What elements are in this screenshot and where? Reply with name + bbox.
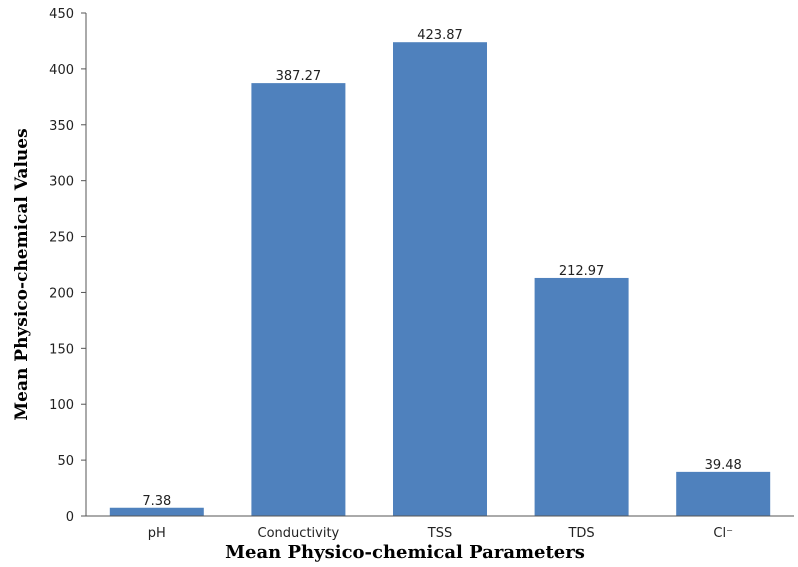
y-tick-label: 400: [49, 63, 74, 78]
data-labels: 7.38 387.27 423.87 212.97 39.48: [142, 28, 741, 509]
data-label: 212.97: [559, 264, 605, 279]
bar-conductivity: [251, 83, 346, 517]
data-label: 39.48: [705, 458, 742, 473]
y-tick-label: 450: [49, 7, 74, 22]
x-tick-label: pH: [148, 526, 166, 541]
bar-cl: [676, 471, 771, 516]
x-tick-label: Conductivity: [258, 526, 340, 541]
y-axis-title: Mean Physico-chemical Values: [12, 128, 32, 420]
bars: [109, 42, 771, 517]
x-axis-title: Mean Physico-chemical Parameters: [225, 542, 585, 563]
x-tick-label: Cl⁻: [713, 526, 733, 541]
x-tick-label: TSS: [427, 526, 452, 541]
y-tick-label: 150: [49, 342, 74, 357]
y-tick-label: 100: [49, 398, 74, 413]
x-tick-label: TDS: [567, 526, 594, 541]
y-tick-label: 250: [49, 231, 74, 246]
y-tick-label: 200: [49, 286, 74, 301]
y-tick-label: 350: [49, 119, 74, 134]
data-label: 423.87: [417, 28, 463, 43]
y-tick-label: 300: [49, 175, 74, 190]
bar-tss: [393, 42, 487, 517]
data-label: 387.27: [276, 69, 322, 84]
y-tick-label: 50: [57, 454, 74, 469]
bar-tds: [534, 277, 629, 516]
data-label: 7.38: [142, 494, 171, 509]
y-tick-label: 0: [66, 510, 74, 525]
y-axis-ticks: 0 50 100 150 200 250 300 350 400 450: [49, 7, 86, 525]
x-axis-ticks: pH Conductivity TSS TDS Cl⁻: [148, 526, 733, 541]
bar-ph: [109, 507, 204, 516]
